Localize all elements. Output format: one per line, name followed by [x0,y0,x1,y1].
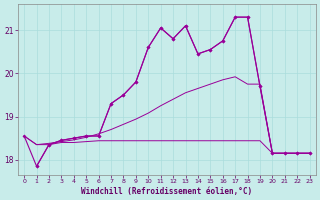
X-axis label: Windchill (Refroidissement éolien,°C): Windchill (Refroidissement éolien,°C) [81,187,252,196]
